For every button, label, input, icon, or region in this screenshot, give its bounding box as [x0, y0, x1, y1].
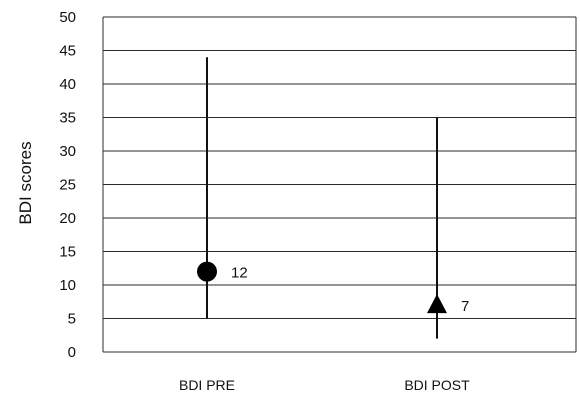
label-layer: 12 7	[231, 265, 469, 316]
y-axis-title: BDI scores	[16, 141, 35, 224]
y-tick-label-5: 5	[68, 311, 76, 328]
axis-layer: 0 5 10 15 20 25 30 35 40 45 50 BDI PRE BDI POST	[59, 9, 577, 393]
y-tick-label-35: 35	[59, 110, 76, 127]
y-tick-label-45: 45	[59, 43, 76, 60]
y-tick-label-20: 20	[59, 210, 76, 227]
y-tick-label-30: 30	[59, 143, 76, 160]
y-tick-label-0: 0	[68, 344, 76, 361]
y-tick-label-50: 50	[59, 9, 76, 26]
marker-triangle-2	[427, 294, 447, 314]
marker-circle-1	[197, 261, 217, 282]
range-layer	[206, 57, 438, 339]
data-label-1: 12	[231, 265, 248, 282]
y-tick-label-40: 40	[59, 76, 76, 93]
y-tick-label-25: 25	[59, 177, 76, 194]
data-label-2: 7	[461, 298, 469, 315]
grid-layer	[103, 16, 576, 353]
y-tick-label-15: 15	[59, 244, 76, 261]
y-tick-label-10: 10	[59, 277, 76, 294]
x-tick-label-2: BDI POST	[404, 377, 470, 393]
marker-layer	[197, 261, 447, 314]
x-tick-label-1: BDI PRE	[179, 377, 235, 393]
